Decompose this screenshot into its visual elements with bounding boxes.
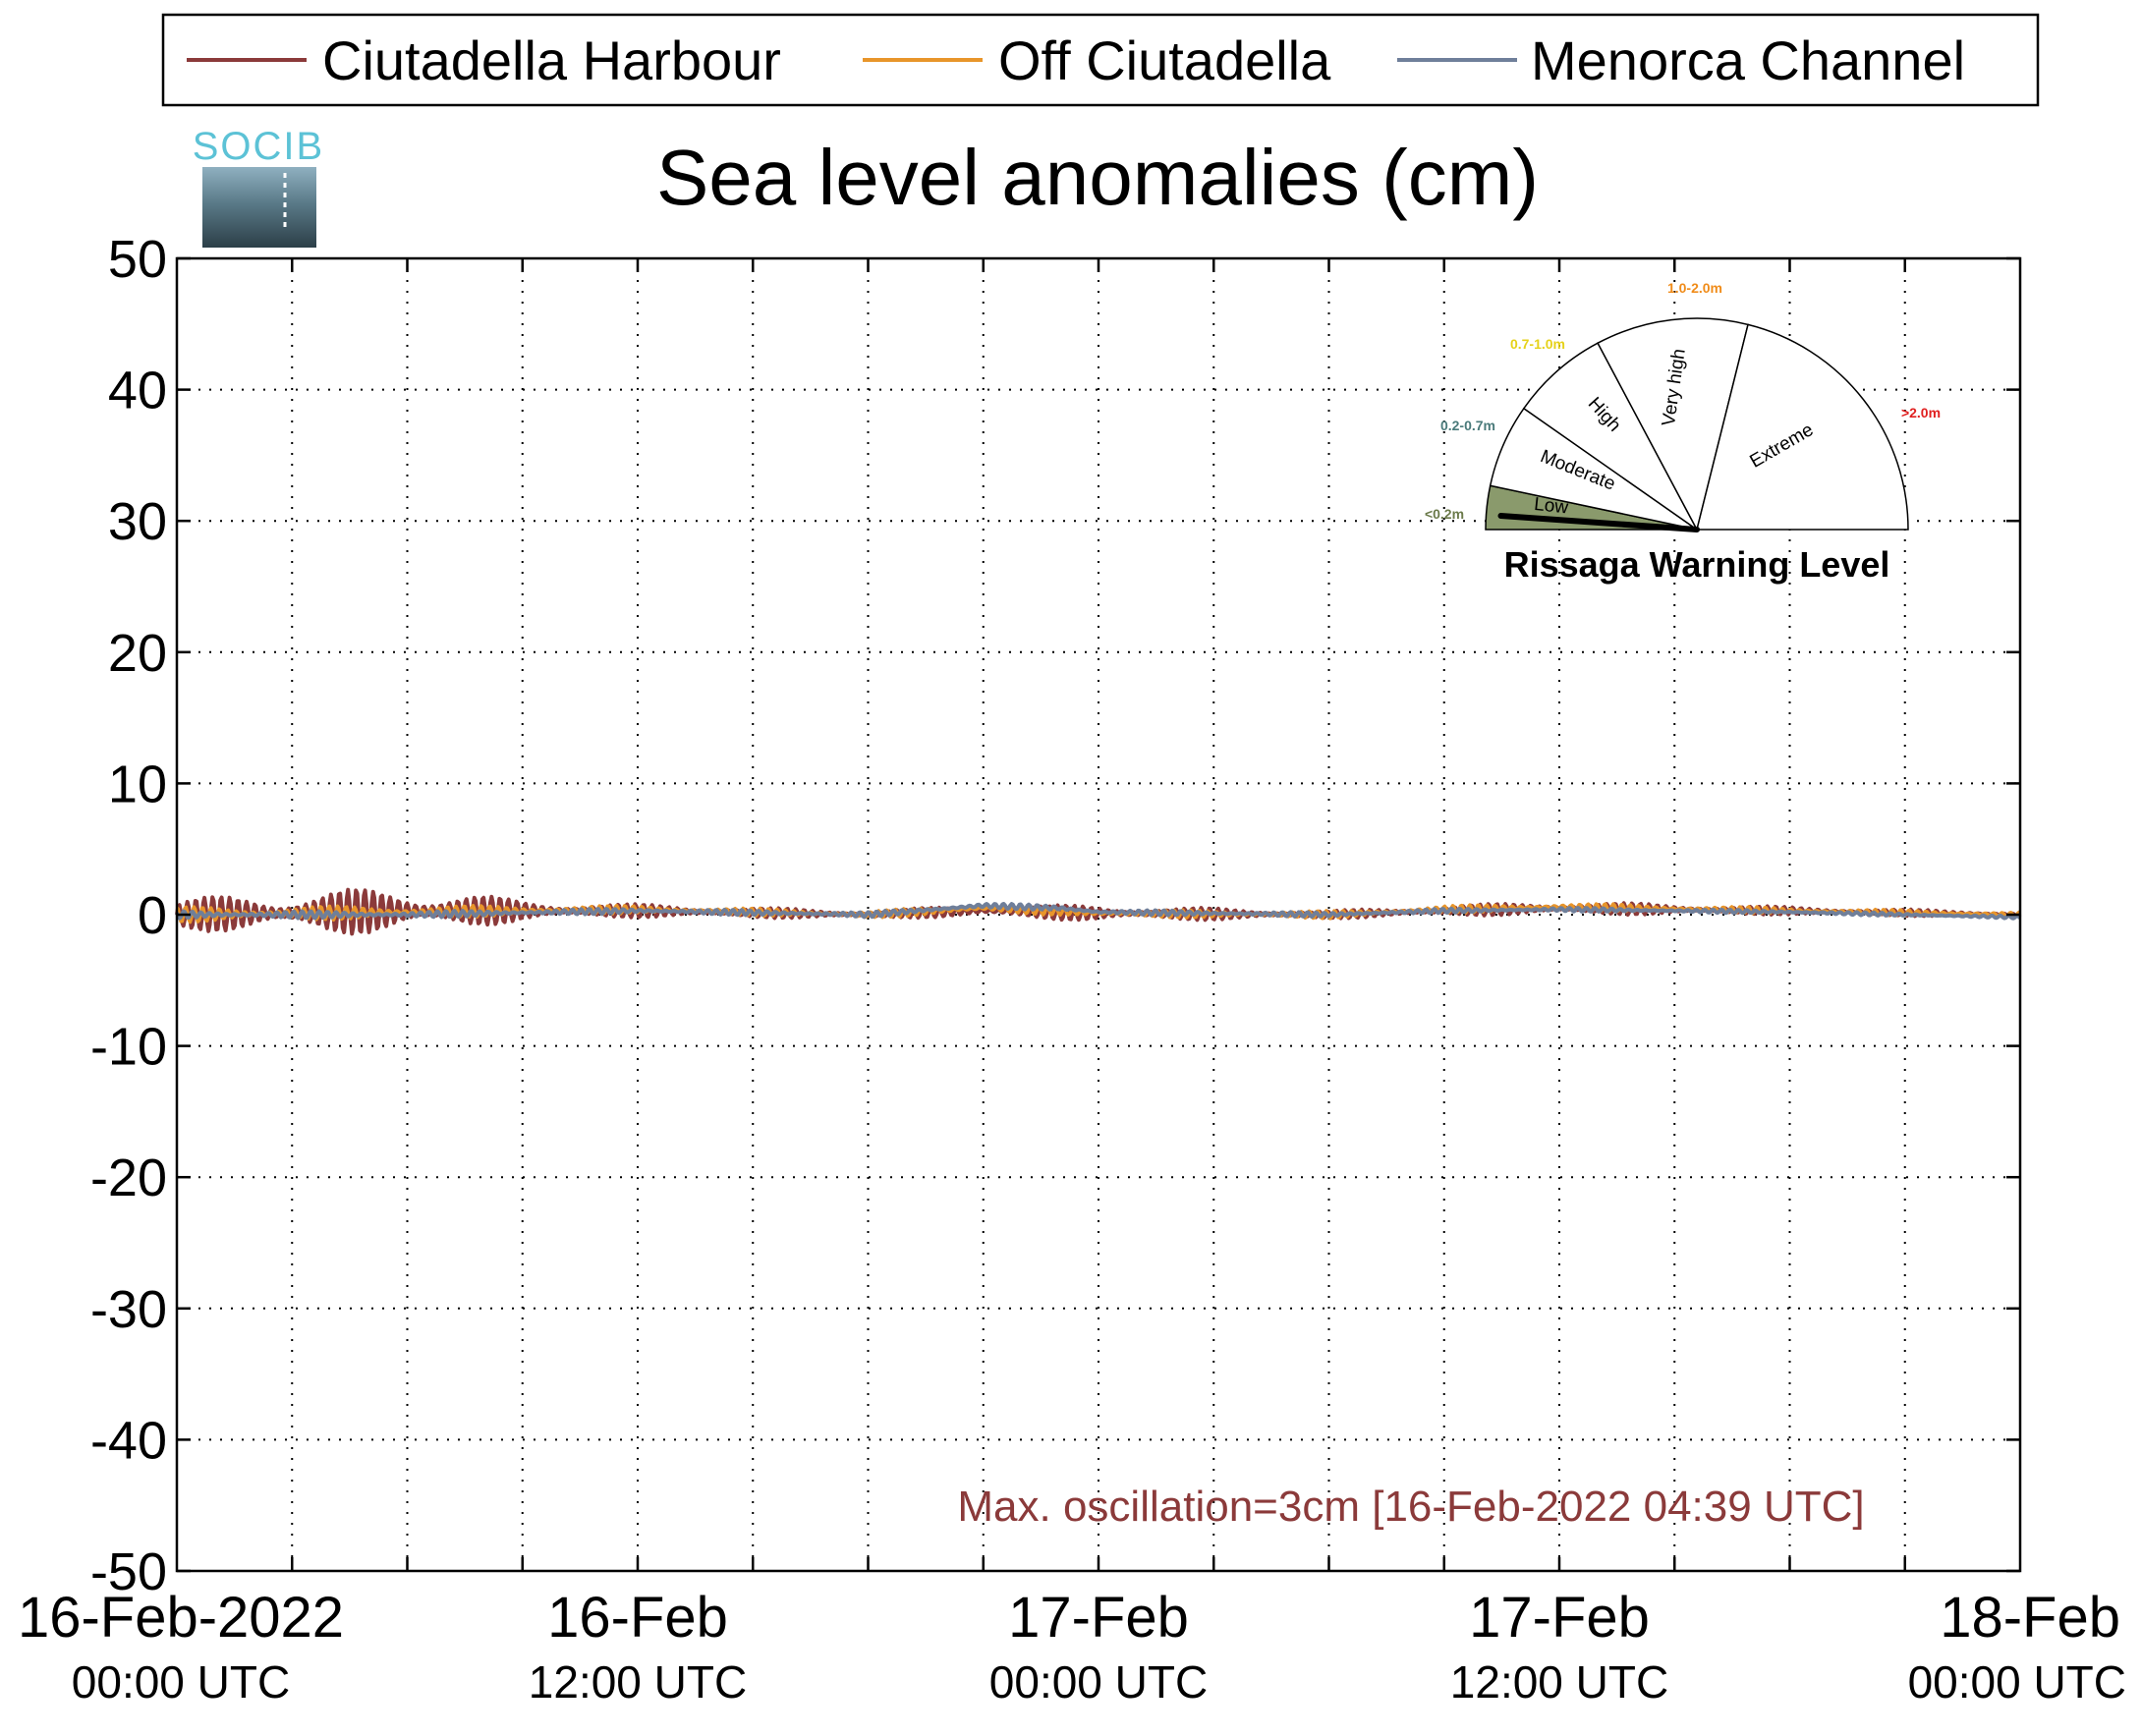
legend-label-1: Off Ciutadella <box>998 29 1331 91</box>
y-tick-label: -30 <box>90 1280 167 1339</box>
max-oscillation-annotation: Max. oscillation=3cm [16-Feb-2022 04:39 … <box>957 1483 1864 1531</box>
x-tick-label-date: 16-Feb <box>547 1586 728 1650</box>
gauge-range-4: >2.0m <box>1901 405 1941 420</box>
x-tick-label-time: 12:00 UTC <box>1450 1656 1668 1708</box>
x-tick-label-time: 00:00 UTC <box>72 1656 290 1708</box>
y-tick-label: 10 <box>108 755 167 813</box>
y-tick-label: 40 <box>108 362 167 420</box>
y-axis: 50 40 30 20 10 0 -10 -20 -30 -40 -50 <box>90 230 2020 1601</box>
gauge-label-low: Low <box>1533 494 1569 519</box>
series-line-2 <box>175 902 2022 921</box>
gauge-segment-extreme <box>1696 323 1909 531</box>
y-tick-label: -10 <box>90 1018 167 1077</box>
x-tick-label-date: 17-Feb <box>1469 1586 1650 1650</box>
legend-label-2: Menorca Channel <box>1531 29 1965 91</box>
legend-item-0: Ciutadella Harbour <box>187 29 781 91</box>
legend: Ciutadella Harbour Off Ciutadella Menorc… <box>161 13 2040 107</box>
socib-logo: SOCIB <box>193 125 324 248</box>
legend-label-0: Ciutadella Harbour <box>322 29 781 91</box>
series-group <box>175 887 2022 936</box>
legend-box <box>161 13 2040 107</box>
logo-wave-block <box>202 167 316 248</box>
y-tick-label: -50 <box>90 1542 167 1601</box>
legend-item-2: Menorca Channel <box>1397 29 1965 91</box>
x-tick-label-date: 17-Feb <box>1008 1586 1189 1650</box>
legend-item-1: Off Ciutadella <box>863 29 1331 91</box>
y-tick-label: 50 <box>108 230 167 289</box>
gauge-title: Rissaga Warning Level <box>1504 544 1890 585</box>
gauge-needle <box>1497 513 1700 532</box>
gauge-range-0: <0.2m <box>1425 506 1464 522</box>
x-axis: 16-Feb-2022 00:00 UTC 16-Feb 12:00 UTC 17-Fe… <box>18 258 2126 1708</box>
gauge-range-1: 0.2-0.7m <box>1440 418 1495 433</box>
y-tick-label: 20 <box>108 624 167 683</box>
gauge-segment-very-high <box>1597 317 1749 532</box>
gauge-range-3: 1.0-2.0m <box>1667 280 1722 296</box>
x-tick-label-time: 00:00 UTC <box>989 1656 1208 1708</box>
y-tick-label: 0 <box>138 886 167 945</box>
x-tick-label-time: 12:00 UTC <box>529 1656 747 1708</box>
y-tick-label: -20 <box>90 1148 167 1207</box>
logo-text: SOCIB <box>193 125 324 168</box>
x-tick-label-date: 18-Feb <box>1940 1586 2120 1650</box>
gauge-range-2: 0.7-1.0m <box>1510 336 1565 352</box>
y-tick-label: -40 <box>90 1411 167 1470</box>
gauge-segment-high <box>1522 342 1698 531</box>
x-tick-label-time: 00:00 UTC <box>1908 1656 2126 1708</box>
x-tick-label-date: 16-Feb-2022 <box>18 1586 344 1650</box>
chart-title: Sea level anomalies (cm) <box>656 134 1539 221</box>
y-tick-label: 30 <box>108 492 167 551</box>
